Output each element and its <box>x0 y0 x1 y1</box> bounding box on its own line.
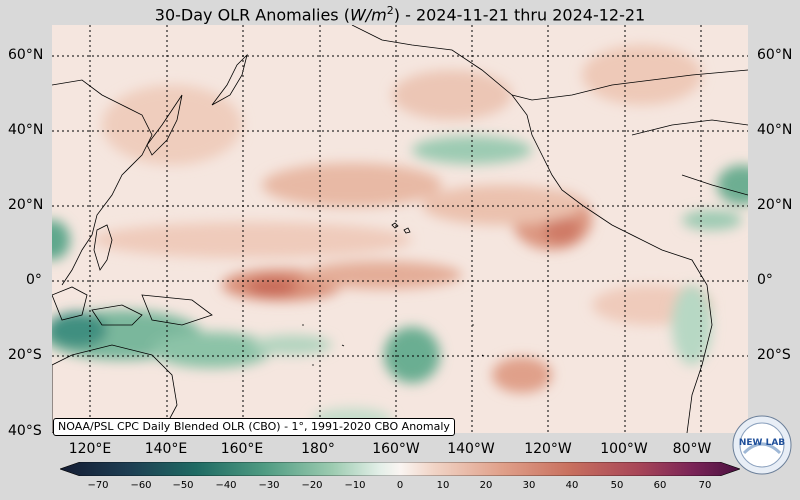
lat-label-40s: 40°S <box>8 423 42 439</box>
lat-label-40n: 40°N <box>8 122 44 138</box>
colorbar-ticks: −70 −60 −50 −40 −30 −20 −10 0 10 20 30 4… <box>0 480 800 496</box>
new-lab-logo: NEW LAB <box>732 415 792 475</box>
cbar-tick: 70 <box>698 480 712 491</box>
lat-label-20s-right: 20°S <box>757 347 791 363</box>
cbar-tick: −10 <box>344 480 366 491</box>
cbar-tick: 40 <box>565 480 579 491</box>
lat-label-60n: 60°N <box>8 47 44 63</box>
colorbar <box>60 462 740 476</box>
lat-label-eq-right: 0° <box>757 272 773 288</box>
lat-label-20n-right: 20°N <box>757 197 793 213</box>
lon-label-100w: 100°W <box>600 441 648 457</box>
map-title: 30-Day OLR Anomalies (W/m2) - 2024-11-21… <box>154 4 646 25</box>
lat-label-60n-right: 60°N <box>757 47 793 63</box>
lat-label-40n-right: 40°N <box>757 122 793 138</box>
cbar-tick: −70 <box>87 480 109 491</box>
cbar-tick: 30 <box>522 480 536 491</box>
source-note: NOAA/PSL CPC Daily Blended OLR (CBO) - 1… <box>53 418 455 436</box>
lat-label-eq: 0° <box>26 272 42 288</box>
lon-label-160e: 160°E <box>220 441 264 457</box>
graticule <box>52 25 748 433</box>
lon-label-140w: 140°W <box>447 441 495 457</box>
cbar-tick: 50 <box>610 480 624 491</box>
cbar-tick: 10 <box>436 480 450 491</box>
lon-label-160w: 160°W <box>372 441 420 457</box>
cbar-tick: 60 <box>653 480 667 491</box>
cbar-tick: 0 <box>396 480 404 491</box>
cbar-tick: −20 <box>301 480 323 491</box>
svg-text:NEW LAB: NEW LAB <box>739 438 785 448</box>
cbar-tick: −40 <box>215 480 237 491</box>
lat-label-20s: 20°S <box>8 347 42 363</box>
lon-label-80w: 80°W <box>672 441 712 457</box>
coastlines <box>52 25 748 433</box>
lat-label-20n: 20°N <box>8 197 44 213</box>
lon-label-180: 180° <box>301 441 335 457</box>
cbar-tick: −60 <box>130 480 152 491</box>
negative-anomalies <box>52 136 748 432</box>
lon-label-120e: 120°E <box>68 441 112 457</box>
colorbar-ramp <box>60 462 740 476</box>
lon-label-140e: 140°E <box>144 441 188 457</box>
cbar-tick: −30 <box>258 480 280 491</box>
cbar-tick: −50 <box>172 480 194 491</box>
cbar-tick: 20 <box>479 480 493 491</box>
lon-label-120w: 120°W <box>524 441 572 457</box>
anomaly-map <box>52 25 748 433</box>
anomaly-field <box>52 25 748 433</box>
